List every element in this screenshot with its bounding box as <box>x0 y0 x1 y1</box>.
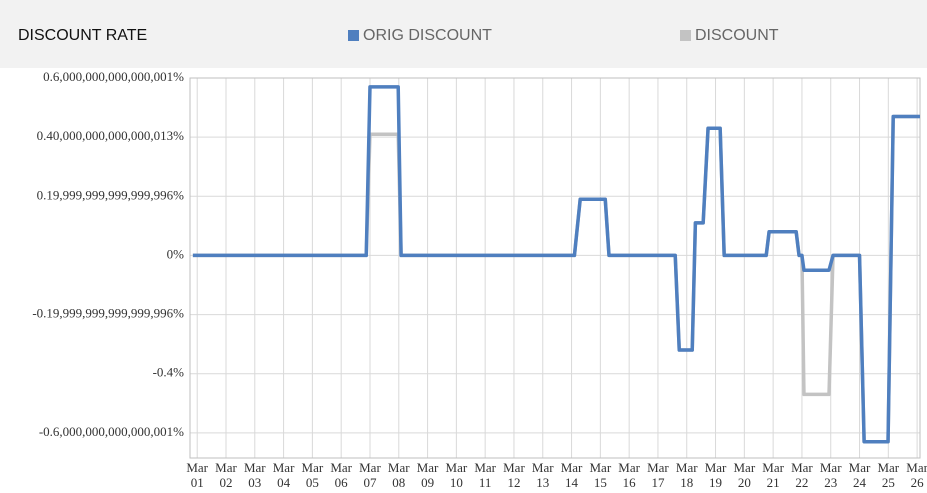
x-tick-label: Mar 26 <box>906 460 927 490</box>
header-bar <box>0 0 927 68</box>
legend-label: DISCOUNT <box>695 27 779 44</box>
x-tick-label: Mar 24 <box>848 460 871 490</box>
x-tick-label: Mar 15 <box>589 460 612 490</box>
x-tick-label: Mar 13 <box>531 460 554 490</box>
x-tick-label: Mar 06 <box>330 460 352 490</box>
x-tick-label: Mar 01 <box>186 460 209 490</box>
x-tick-label: Mar 19 <box>704 460 727 490</box>
y-tick-label: 0.40,000,000,000,000,013% <box>37 128 185 143</box>
legend-swatch <box>680 30 691 41</box>
x-tick-label: Mar 04 <box>272 460 295 490</box>
y-tick-label: 0% <box>167 246 185 261</box>
y-tick-label: -0.4% <box>153 365 185 380</box>
x-tick-label: Mar 16 <box>618 460 640 490</box>
x-tick-label: Mar 20 <box>733 460 756 490</box>
x-tick-label: Mar 02 <box>215 460 237 490</box>
legend-label: ORIG DISCOUNT <box>363 27 492 44</box>
x-tick-label: Mar 05 <box>301 460 324 490</box>
x-tick-label: Mar 10 <box>445 460 468 490</box>
chart-title: DISCOUNT RATE <box>18 27 147 44</box>
x-tick-label: Mar 09 <box>416 460 439 490</box>
series-line <box>192 85 920 444</box>
y-tick-label: 0.19,999,999,999,999,996% <box>37 187 185 202</box>
x-tick-label: Mar 11 <box>474 460 496 490</box>
x-tick-label: Mar 08 <box>387 460 410 490</box>
y-tick-label: -0.6,000,000,000,000,001% <box>39 424 184 439</box>
legend-swatch <box>348 30 359 41</box>
x-tick-label: Mar 21 <box>762 460 784 490</box>
y-tick-label: -0.19,999,999,999,999,996% <box>32 306 184 321</box>
x-tick-label: Mar 18 <box>675 460 698 490</box>
x-tick-label: Mar 25 <box>877 460 900 490</box>
x-tick-label: Mar 14 <box>560 460 583 490</box>
x-tick-label: Mar 23 <box>819 460 842 490</box>
x-tick-label: Mar 17 <box>647 460 669 490</box>
plot-frame <box>189 77 921 459</box>
x-tick-label: Mar 07 <box>359 460 381 490</box>
series-line <box>192 114 920 444</box>
x-tick-label: Mar 22 <box>791 460 813 490</box>
y-tick-label: 0.6,000,000,000,000,001% <box>43 69 184 84</box>
x-tick-label: Mar 12 <box>503 460 525 490</box>
x-tick-label: Mar 03 <box>243 460 266 490</box>
